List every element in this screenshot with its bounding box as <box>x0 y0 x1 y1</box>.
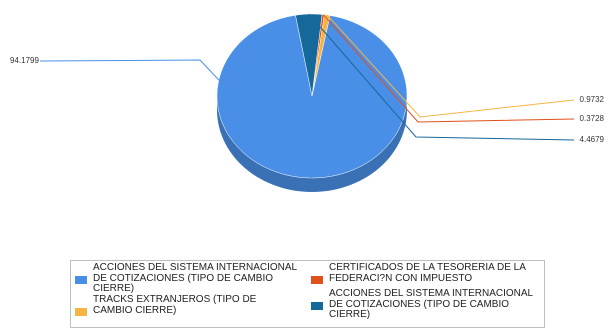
legend-label-acciones-sic-2: ACCIONES DEL SISTEMA INTERNACIONAL DE CO… <box>329 288 533 320</box>
leader-line-2 <box>322 14 575 123</box>
pie-slice-side-0 <box>217 96 407 192</box>
legend-swatch-tracks-extranjeros <box>75 308 87 316</box>
legend-label-acciones-sic: ACCIONES DEL SISTEMA INTERNACIONAL DE CO… <box>93 262 297 294</box>
leader-line-0 <box>39 59 312 179</box>
legend-item-acciones-sic-2: ACCIONES DEL SISTEMA INTERNACIONAL DE CO… <box>311 288 534 321</box>
legend-swatch-acciones-sic <box>75 276 87 284</box>
value-label-3: 4.4679 <box>580 135 605 144</box>
value-label-0: 94.1799 <box>10 56 39 65</box>
leader-line-3 <box>308 13 575 141</box>
legend-item-acciones-sic: ACCIONES DEL SISTEMA INTERNACIONAL DE CO… <box>75 262 298 295</box>
pie-depth-layer <box>217 96 407 192</box>
legend-swatch-certificados-tesoreria <box>311 276 323 284</box>
value-label-2: 0.3728 <box>580 114 605 123</box>
legend-label-tracks-extranjeros: TRACKS EXTRANJEROS (TIPO DE CAMBIO CIERR… <box>93 294 257 316</box>
chart-legend: ACCIONES DEL SISTEMA INTERNACIONAL DE CO… <box>70 260 545 328</box>
legend-label-certificados-tesoreria: CERTIFICADOS DE LA TESORERIA DE LA FEDER… <box>329 262 526 284</box>
legend-item-tracks-extranjeros: TRACKS EXTRANJEROS (TIPO DE CAMBIO CIERR… <box>75 294 298 316</box>
pie-top-layer <box>216 13 408 179</box>
pie-value-labels: 94.1799 0.9732 0.3728 4.4679 <box>10 56 605 144</box>
legend-swatch-acciones-sic-2 <box>311 302 323 310</box>
leader-line-1 <box>326 14 575 118</box>
legend-item-certificados-tesoreria: CERTIFICADOS DE LA TESORERIA DE LA FEDER… <box>311 262 534 284</box>
value-label-1: 0.9732 <box>580 95 605 104</box>
pie-leader-lines <box>39 13 575 179</box>
